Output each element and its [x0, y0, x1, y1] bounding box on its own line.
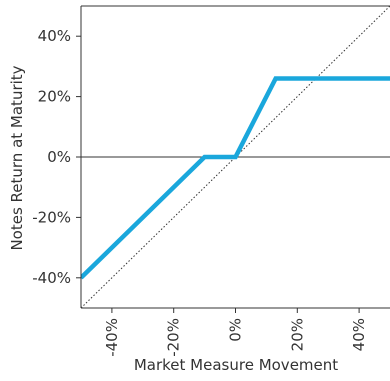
y-tick-label: -40% — [32, 269, 71, 287]
x-tick-label: 20% — [288, 318, 306, 351]
y-tick-label: 20% — [38, 88, 71, 106]
tick-labels: -40% -20% 0% 20% 40% -40% -20% 0% 20% 40% — [32, 27, 368, 357]
x-tick-label: 40% — [350, 318, 368, 351]
y-axis-label: Notes Return at Maturity — [8, 65, 26, 250]
y-tick-label: -20% — [32, 208, 71, 226]
x-tick-label: 0% — [227, 318, 245, 342]
notes-return-line — [81, 76, 390, 280]
y-tick-label: 40% — [38, 27, 71, 45]
x-axis-label: Market Measure Movement — [134, 356, 338, 374]
plot-area — [81, 6, 390, 308]
axes — [76, 5, 390, 313]
x-tick-label: -20% — [165, 318, 183, 357]
x-tick-label: -40% — [103, 318, 121, 357]
y-tick-label: 0% — [47, 148, 71, 166]
